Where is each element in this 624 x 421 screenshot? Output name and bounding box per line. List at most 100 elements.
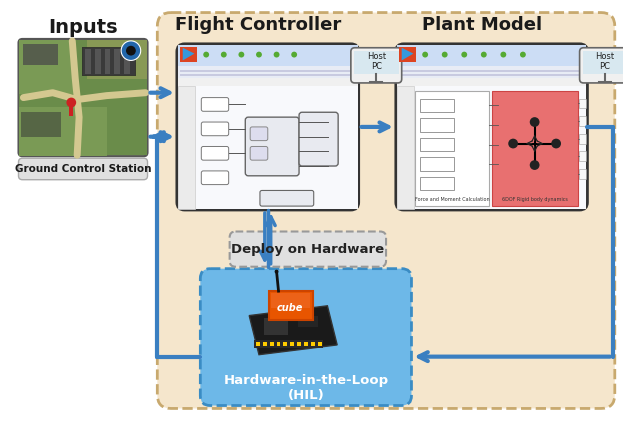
Circle shape [203,52,209,58]
Bar [421,177,454,190]
Bar [578,152,587,161]
Polygon shape [402,48,414,61]
Polygon shape [249,306,337,354]
Bar [421,118,454,132]
Bar [178,78,358,86]
Circle shape [221,52,227,58]
Bar [178,86,195,209]
Bar [264,317,288,335]
Text: Deploy on Hardware: Deploy on Hardware [232,242,384,256]
Bar [397,45,587,67]
Bar [180,47,197,62]
Text: Inputs: Inputs [48,19,118,37]
Bar [421,138,454,152]
Bar [283,342,287,346]
Bar [578,116,587,126]
Text: Hardware-in-the-Loop
(HIL): Hardware-in-the-Loop (HIL) [223,374,389,402]
Bar [85,49,91,74]
FancyBboxPatch shape [250,147,268,160]
Bar [254,340,323,348]
Bar [263,342,267,346]
Bar [270,342,274,346]
Bar [297,342,301,346]
Bar [397,67,587,78]
Circle shape [551,139,561,149]
Circle shape [508,139,518,149]
Circle shape [274,52,280,58]
FancyBboxPatch shape [250,127,268,141]
Circle shape [256,52,262,58]
FancyBboxPatch shape [202,171,228,184]
Bar [178,45,358,67]
FancyBboxPatch shape [200,269,411,405]
Bar [19,40,147,155]
Circle shape [121,41,140,61]
Circle shape [238,52,245,58]
Bar [583,51,624,74]
Polygon shape [269,291,313,320]
FancyBboxPatch shape [260,190,314,206]
Bar [492,91,578,206]
FancyBboxPatch shape [157,13,615,408]
Bar [399,47,416,62]
FancyBboxPatch shape [19,158,147,180]
Bar [397,86,414,209]
Bar [399,74,585,76]
Bar [69,102,73,116]
Bar [298,316,318,327]
Circle shape [530,160,540,170]
Bar [19,40,73,94]
Bar [397,78,587,86]
Circle shape [461,52,467,58]
Bar [83,48,135,75]
Text: Host
PC: Host PC [367,52,386,71]
Text: Force and Moment Calculation: Force and Moment Calculation [415,197,489,202]
FancyBboxPatch shape [177,44,359,210]
Bar [421,157,454,171]
FancyBboxPatch shape [245,117,299,176]
Circle shape [422,52,428,58]
Text: Flight Controller: Flight Controller [175,16,341,35]
Bar [87,40,147,79]
FancyBboxPatch shape [230,232,386,267]
Bar [105,49,110,74]
FancyBboxPatch shape [396,44,587,210]
Bar [397,86,587,209]
Polygon shape [183,48,195,61]
Bar [276,342,280,346]
Circle shape [275,269,278,274]
Text: Host
PC: Host PC [595,52,615,71]
Bar [271,293,310,308]
Circle shape [442,52,447,58]
Bar [19,107,107,156]
FancyBboxPatch shape [580,48,624,83]
Circle shape [126,46,136,56]
Bar [578,134,587,144]
Circle shape [520,52,526,58]
Text: Plant Model: Plant Model [422,16,542,35]
Bar [311,342,314,346]
Bar [290,342,294,346]
Bar [95,49,100,74]
FancyBboxPatch shape [19,39,147,156]
Circle shape [291,52,297,58]
FancyBboxPatch shape [202,122,228,136]
Text: cube: cube [277,303,303,313]
Circle shape [530,117,540,127]
Bar [578,99,587,108]
Bar [399,70,585,72]
Bar [124,49,130,74]
Bar [318,342,321,346]
FancyBboxPatch shape [202,98,228,111]
Text: Ground Control Station: Ground Control Station [15,164,151,174]
FancyBboxPatch shape [299,112,338,166]
Bar [178,67,358,78]
Bar [304,342,308,346]
Circle shape [500,52,506,58]
Bar [421,99,454,112]
Bar [354,51,399,74]
Bar [180,70,356,72]
Bar [256,342,260,346]
FancyBboxPatch shape [351,48,402,83]
Bar [82,47,136,76]
